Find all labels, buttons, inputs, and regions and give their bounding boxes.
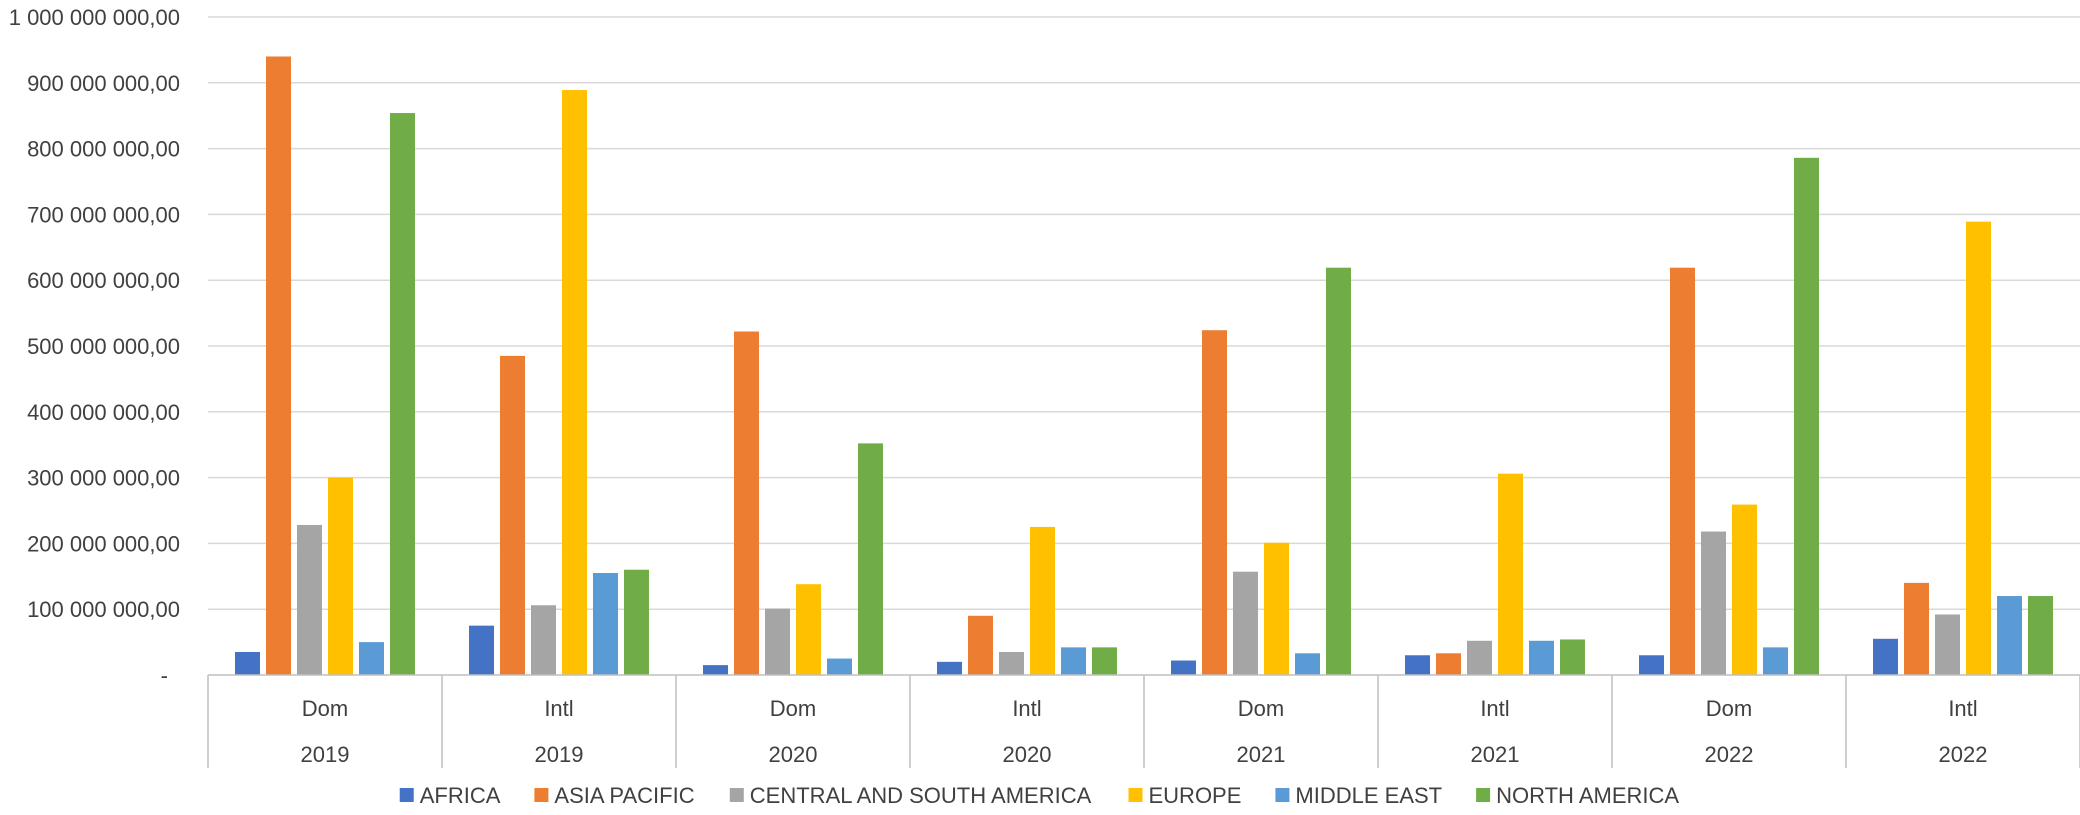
bar-europe (1264, 542, 1289, 675)
bar-middle-east (1061, 647, 1086, 675)
bar-europe (1498, 473, 1523, 675)
bar-africa (1405, 655, 1430, 675)
legend-label: ASIA PACIFIC (554, 783, 694, 808)
bar-africa (703, 665, 728, 675)
y-tick-label: 400 000 000,00 (27, 400, 180, 425)
bar-central-and-south-america (1467, 640, 1492, 675)
legend-swatch (1275, 788, 1290, 802)
legend-swatch (534, 788, 549, 802)
legend-item-central-and-south-america: CENTRAL AND SOUTH AMERICA (729, 783, 1092, 808)
bar-asia-pacific (1904, 582, 1929, 675)
x-tick-label-sub: Dom (770, 696, 816, 721)
bars (235, 56, 2053, 676)
bar-central-and-south-america (999, 651, 1024, 675)
x-tick-label-year: 2022 (1705, 742, 1754, 767)
x-tick-label-sub: Dom (302, 696, 348, 721)
y-tick-label: 900 000 000,00 (27, 71, 180, 96)
legend: AFRICA ASIA PACIFIC CENTRAL AND SOUTH AMER… (399, 783, 1679, 808)
bar-europe (328, 477, 353, 675)
bar-europe (1732, 504, 1757, 675)
legend-swatch (1128, 788, 1143, 802)
legend-swatch (399, 788, 414, 802)
legend-item-middle-east: MIDDLE EAST (1275, 783, 1442, 808)
bar-europe (1030, 526, 1055, 675)
legend-label: EUROPE (1149, 783, 1242, 808)
bar-central-and-south-america (1701, 531, 1726, 675)
legend-label: NORTH AMERICA (1496, 783, 1679, 808)
bar-africa (469, 625, 494, 675)
bar-africa (235, 651, 260, 675)
legend-label: MIDDLE EAST (1295, 783, 1442, 808)
x-tick-label-year: 2019 (301, 742, 350, 767)
bar-asia-pacific (1202, 330, 1227, 675)
bar-africa (1639, 655, 1664, 675)
bar-central-and-south-america (531, 605, 556, 675)
bar-asia-pacific (1670, 267, 1695, 675)
bar-africa (1873, 638, 1898, 675)
y-tick-label: - (161, 663, 168, 688)
bar-north-america (624, 569, 649, 675)
x-tick-label-year: 2021 (1471, 742, 1520, 767)
y-tick-label: 500 000 000,00 (27, 334, 180, 359)
bar-middle-east (593, 573, 618, 675)
bar-north-america (1092, 647, 1117, 675)
x-tick-label-sub: Dom (1706, 696, 1752, 721)
legend-label: AFRICA (420, 783, 501, 808)
bar-europe (1966, 221, 1991, 675)
legend-item-north-america: NORTH AMERICA (1476, 783, 1679, 808)
bar-middle-east (1529, 640, 1554, 675)
bar-north-america (2028, 596, 2053, 675)
y-tick-label: 200 000 000,00 (27, 531, 180, 556)
bar-middle-east (1997, 596, 2022, 675)
bar-central-and-south-america (1233, 571, 1258, 675)
y-tick-label: 700 000 000,00 (27, 202, 180, 227)
bar-asia-pacific (500, 355, 525, 675)
y-tick-label: 100 000 000,00 (27, 597, 180, 622)
bar-north-america (1794, 157, 1819, 675)
bar-asia-pacific (734, 331, 759, 675)
bar-asia-pacific (266, 56, 291, 676)
bar-middle-east (827, 658, 852, 675)
x-tick-label-sub: Intl (1948, 696, 1977, 721)
legend-swatch (729, 788, 744, 802)
x-tick-label-year: 2019 (535, 742, 584, 767)
legend-label: CENTRAL AND SOUTH AMERICA (750, 783, 1092, 808)
bar-europe (562, 90, 587, 675)
bar-middle-east (1763, 647, 1788, 675)
bar-north-america (1560, 639, 1585, 675)
x-tick-label-sub: Intl (544, 696, 573, 721)
legend-swatch (1476, 788, 1491, 802)
bar-central-and-south-america (1935, 614, 1960, 675)
y-tick-label: 800 000 000,00 (27, 137, 180, 162)
bar-middle-east (359, 642, 384, 675)
y-axis-tick-labels: - 100 000 000,00 200 000 000,00 300 000 000… (9, 5, 180, 688)
y-tick-label: 300 000 000,00 (27, 466, 180, 491)
bar-central-and-south-america (297, 524, 322, 675)
bar-north-america (1326, 267, 1351, 675)
x-tick-label-year: 2022 (1939, 742, 1988, 767)
x-tick-label-sub: Intl (1480, 696, 1509, 721)
x-tick-label-year: 2021 (1237, 742, 1286, 767)
legend-item-africa: AFRICA (399, 783, 501, 808)
legend-item-asia-pacific: ASIA PACIFIC (534, 783, 695, 808)
bar-middle-east (1295, 653, 1320, 675)
bar-north-america (390, 113, 415, 676)
bar-asia-pacific (968, 615, 993, 675)
bar-north-america (858, 443, 883, 675)
bar-europe (796, 584, 821, 675)
bar-africa (937, 661, 962, 675)
legend-item-europe: EUROPE (1128, 783, 1242, 808)
x-tick-label-sub: Intl (1012, 696, 1041, 721)
x-tick-label-year: 2020 (1003, 742, 1052, 767)
x-axis: Dom 2019 Intl 2019 Dom 2020 Intl 2020 Dom 2021 Int… (207, 674, 2080, 768)
y-tick-label: 600 000 000,00 (27, 268, 180, 293)
bar-asia-pacific (1436, 653, 1461, 675)
bar-central-and-south-america (765, 608, 790, 675)
y-tick-label: 1 000 000 000,00 (9, 5, 180, 30)
x-tick-label-year: 2020 (769, 742, 818, 767)
bar-africa (1171, 660, 1196, 675)
x-tick-label-sub: Dom (1238, 696, 1284, 721)
